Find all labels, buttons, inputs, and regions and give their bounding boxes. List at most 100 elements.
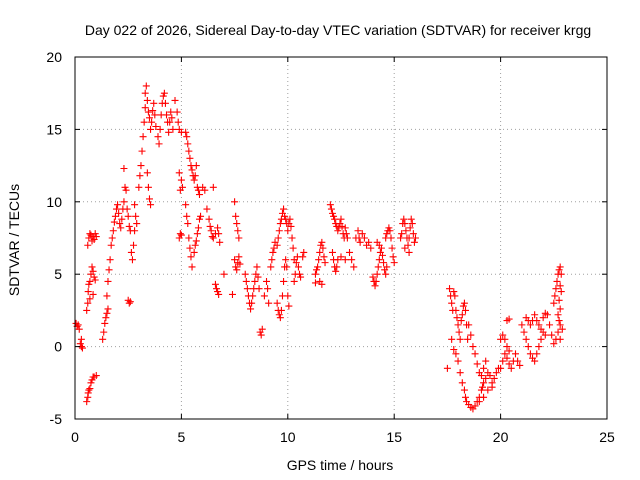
data-point xyxy=(554,328,562,336)
data-point xyxy=(125,222,133,230)
data-point xyxy=(140,118,148,126)
data-point xyxy=(551,292,559,300)
data-point xyxy=(169,125,177,133)
data-point xyxy=(243,285,251,293)
data-point xyxy=(143,169,151,177)
data-point xyxy=(516,361,524,369)
data-point xyxy=(406,224,414,232)
data-point xyxy=(131,227,139,235)
data-point xyxy=(274,234,282,242)
data-point xyxy=(337,215,345,223)
data-point xyxy=(161,99,169,107)
data-point xyxy=(467,331,475,339)
data-point xyxy=(369,273,377,281)
data-point xyxy=(541,331,549,339)
data-point xyxy=(284,227,292,235)
data-point xyxy=(283,263,291,271)
data-point xyxy=(191,172,199,180)
data-point xyxy=(380,259,388,267)
data-point xyxy=(231,198,239,206)
data-point xyxy=(183,133,191,141)
data-point xyxy=(477,386,485,394)
data-point xyxy=(205,215,213,223)
data-point xyxy=(143,96,151,104)
data-point xyxy=(264,285,272,293)
data-point xyxy=(321,259,329,267)
data-point xyxy=(480,393,488,401)
data-point xyxy=(185,234,193,242)
data-point xyxy=(460,299,468,307)
data-point xyxy=(92,372,100,380)
data-point xyxy=(167,108,175,116)
data-point xyxy=(555,317,563,325)
data-point xyxy=(231,256,239,264)
data-point xyxy=(191,241,199,249)
data-point xyxy=(556,335,564,343)
data-point xyxy=(193,230,201,238)
data-point xyxy=(107,241,115,249)
data-point xyxy=(214,224,222,232)
data-point xyxy=(333,263,341,271)
data-point xyxy=(103,309,111,317)
x-tick-label: 20 xyxy=(493,429,509,445)
data-point xyxy=(100,328,108,336)
data-point xyxy=(473,360,481,368)
data-point xyxy=(346,248,354,256)
data-point xyxy=(147,201,155,209)
data-point xyxy=(280,205,288,213)
data-point xyxy=(214,288,222,296)
data-point xyxy=(552,285,560,293)
data-point xyxy=(263,277,271,285)
data-point xyxy=(289,244,297,252)
data-point xyxy=(557,270,565,278)
data-point xyxy=(144,108,152,116)
data-point xyxy=(556,305,564,313)
data-point xyxy=(287,222,295,230)
data-point xyxy=(531,311,539,319)
data-point xyxy=(89,290,97,298)
data-point xyxy=(84,389,92,397)
data-point xyxy=(358,230,366,238)
data-point xyxy=(233,220,241,228)
data-point xyxy=(148,118,156,126)
data-point xyxy=(165,128,173,136)
data-point xyxy=(371,282,379,290)
data-point xyxy=(331,215,339,223)
data-point xyxy=(311,270,319,278)
data-point xyxy=(92,233,100,241)
data-point xyxy=(480,364,488,372)
data-point xyxy=(348,256,356,264)
data-point xyxy=(267,263,275,271)
data-point xyxy=(535,343,543,351)
data-point xyxy=(458,379,466,387)
data-point xyxy=(390,259,398,267)
data-point xyxy=(356,238,364,246)
data-point xyxy=(216,238,224,246)
data-point xyxy=(401,244,409,252)
y-tick-label: 20 xyxy=(46,49,62,65)
data-point xyxy=(187,253,195,261)
data-point xyxy=(220,270,228,278)
data-point xyxy=(443,364,451,372)
data-point xyxy=(186,154,194,162)
data-point xyxy=(152,123,160,131)
data-point xyxy=(335,224,343,232)
data-point xyxy=(341,224,349,232)
data-point xyxy=(548,331,556,339)
data-point xyxy=(337,253,345,261)
data-point xyxy=(555,266,563,274)
data-point xyxy=(539,314,547,322)
data-point xyxy=(537,335,545,343)
data-point xyxy=(91,276,99,284)
y-axis-label: SDTVAR / TECUs xyxy=(6,184,22,296)
data-point xyxy=(402,227,410,235)
data-point xyxy=(85,386,93,394)
data-point xyxy=(503,343,511,351)
data-point xyxy=(281,212,289,220)
data-point xyxy=(209,183,217,191)
data-point xyxy=(75,325,83,333)
data-point xyxy=(194,224,202,232)
data-point xyxy=(328,209,336,217)
data-point xyxy=(383,230,391,238)
data-point xyxy=(320,253,328,261)
